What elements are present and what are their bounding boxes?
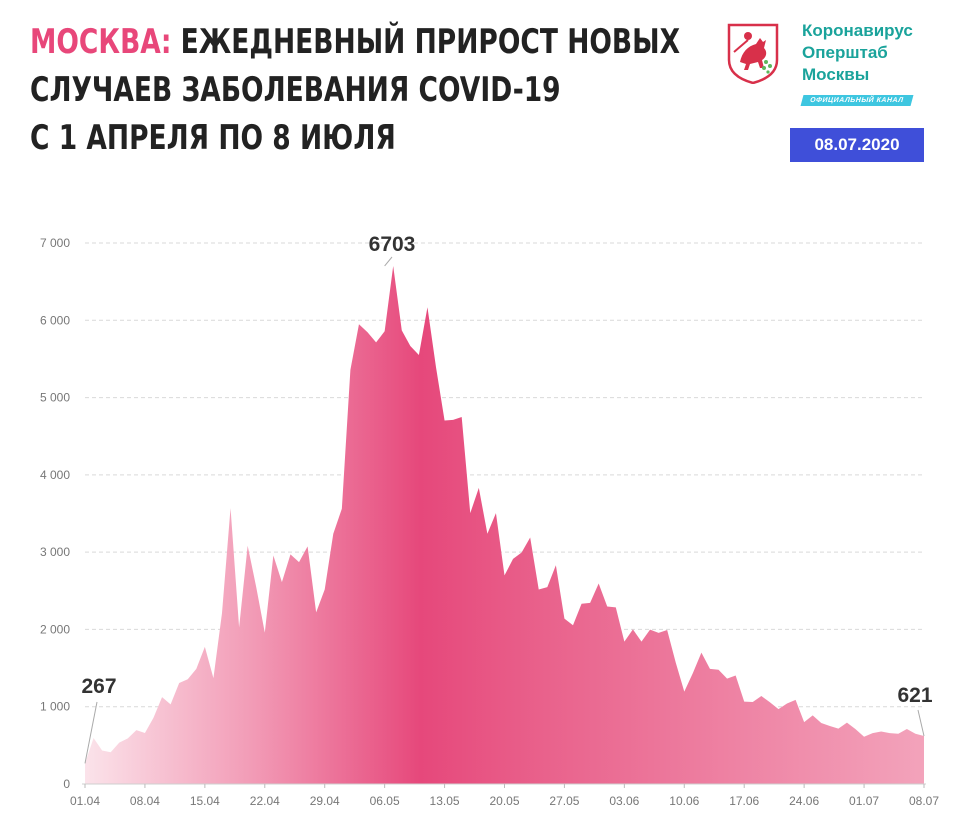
x-tick-label: 29.04 [310,794,340,808]
title-line-1: МОСКВА: ЕЖЕДНЕВНЫЙ ПРИРОСТ НОВЫХ [30,18,680,66]
x-tick-label: 06.05 [370,794,400,808]
x-tick-label: 08.07 [909,794,939,808]
brand-line-1: Коронавирус [802,21,913,40]
brand-name: Коронавирус Оперштаб Москвы [802,20,913,86]
title-line-2: СЛУЧАЕВ ЗАБОЛЕВАНИЯ COVID-19 [30,70,561,110]
x-tick-label: 22.04 [250,794,280,808]
chart-title: МОСКВА: ЕЖЕДНЕВНЫЙ ПРИРОСТ НОВЫХ СЛУЧАЕВ… [30,18,680,162]
x-tick-label: 10.06 [669,794,699,808]
operstab-logo: Коронавирус Оперштаб Москвы ОФИЦИАЛЬНЫЙ … [726,20,936,110]
cases-area [85,265,924,784]
title-line-1-text: ЕЖЕДНЕВНЫЙ ПРИРОСТ НОВЫХ [171,22,681,62]
x-tick-label: 24.06 [789,794,819,808]
annotation-leader [384,256,393,267]
x-tick-label: 08.04 [130,794,160,808]
y-tick-label: 3 000 [40,545,70,559]
brand-line-2: Оперштаб [802,43,888,62]
x-tick-label: 13.05 [430,794,460,808]
y-tick-label: 4 000 [40,468,70,482]
data-label-267: 267 [81,675,116,698]
x-tick-label: 01.04 [70,794,100,808]
annotation-leader [917,709,925,737]
x-tick-label: 01.07 [849,794,879,808]
y-tick-label: 7 000 [40,236,70,250]
y-tick-label: 5 000 [40,391,70,405]
y-tick-label: 0 [63,777,70,791]
data-label-6703: 6703 [369,233,416,256]
annotation-leader [84,701,98,764]
title-line-3: С 1 АПРЕЛЯ ПО 8 ИЮЛЯ [30,118,396,158]
data-label-621: 621 [897,684,932,707]
moscow-coat-of-arms-icon [727,23,779,84]
y-tick-label: 1 000 [40,700,70,714]
x-tick-label: 27.05 [549,794,579,808]
brand-line-3: Москвы [802,65,870,84]
x-tick-label: 20.05 [489,794,519,808]
x-tick-label: 17.06 [729,794,759,808]
x-tick-label: 03.06 [609,794,639,808]
title-accent: МОСКВА: [30,22,172,62]
x-tick-label: 15.04 [190,794,220,808]
y-tick-label: 6 000 [40,313,70,327]
y-tick-label: 2 000 [40,622,70,636]
date-badge: 08.07.2020 [790,128,924,162]
